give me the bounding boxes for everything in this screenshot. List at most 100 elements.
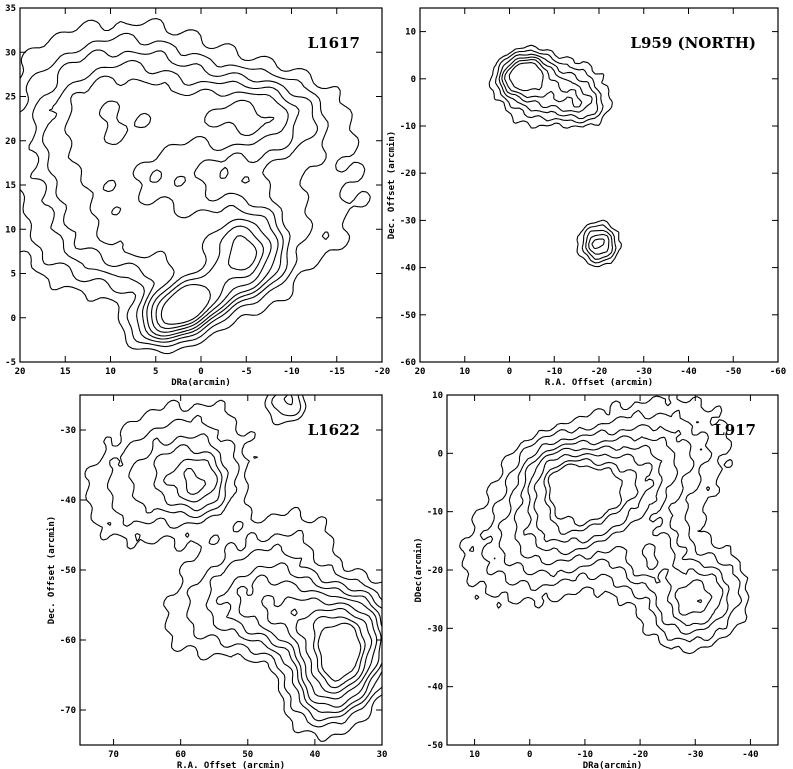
contour-level-6 <box>183 467 378 700</box>
x-tick-label: 20 <box>415 367 426 377</box>
y-tick-label: -50 <box>60 566 76 576</box>
contour-level-1 <box>20 18 371 355</box>
x-axis-label: R.A. Offset (arcmin) <box>545 377 653 388</box>
y-tick-label: 10 <box>405 28 416 38</box>
panel-l959: 20 10 0 -10 -20 -30 -40 -50 -60 -60 -50 -40 -30 -20 -1… <box>386 7 786 388</box>
y-tick-label: -50 <box>427 741 443 751</box>
y-tick-label: -70 <box>60 706 76 716</box>
x-tick-label: -40 <box>680 367 696 377</box>
x-tick-label: -20 <box>591 367 607 377</box>
contour-level-3 <box>498 53 614 260</box>
y-tick-label: -30 <box>427 624 443 634</box>
x-tick-label: 50 <box>242 750 253 760</box>
x-tick-label: -50 <box>725 367 741 377</box>
panel-l1622: 70 60 50 40 30 -70 -60 -50 -40 -30 R.A. Offset (ar… <box>46 394 388 769</box>
contour-group <box>84 395 382 743</box>
contour-level-5 <box>523 444 713 616</box>
y-tick-label: -40 <box>400 264 416 274</box>
y-tick-label: 5 <box>11 270 16 280</box>
x-tick-label: -20 <box>374 367 390 377</box>
panel-l917: 10 0 -10 -20 -30 -40 -50 -40 -30 -20 -10 0 10 DRa(arc… <box>413 391 779 769</box>
contour-level-5 <box>504 58 605 250</box>
y-tick-label: -10 <box>427 508 443 518</box>
x-tick-label: 10 <box>469 750 480 760</box>
contour-group <box>20 18 371 355</box>
contour-level-6 <box>98 99 275 333</box>
y-tick-label: 25 <box>5 93 16 103</box>
y-tick-label: -60 <box>400 358 416 368</box>
contour-level-6 <box>508 62 544 92</box>
x-axis-label: DRa(arcmin) <box>171 377 231 388</box>
x-tick-label: 0 <box>527 750 532 760</box>
y-tick-label: -30 <box>400 216 416 226</box>
contour-level-7 <box>543 457 639 535</box>
contour-level-2 <box>479 409 743 643</box>
panel-title: L917 <box>714 421 756 439</box>
y-axis-label: Dec. Offset (arcmin) <box>46 516 57 624</box>
y-tick-label: -20 <box>400 169 416 179</box>
panel-title: L1622 <box>308 421 360 439</box>
x-tick-label: 0 <box>198 367 203 377</box>
contour-level-1 <box>84 395 382 743</box>
plot-frame <box>446 394 779 746</box>
contour-level-3 <box>28 49 319 343</box>
x-tick-label: 30 <box>377 750 388 760</box>
y-tick-label: -50 <box>400 311 416 321</box>
y-axis-label: Dec. Offset (arcmin) <box>386 131 397 239</box>
contour-level-6 <box>533 453 703 604</box>
contour-level-5 <box>163 458 382 708</box>
y-tick-label: 10 <box>432 391 443 401</box>
x-tick-label: -15 <box>329 367 345 377</box>
contour-level-5 <box>64 75 289 337</box>
x-tick-label: -5 <box>241 367 252 377</box>
x-tick-label: 15 <box>60 367 71 377</box>
contour-group <box>459 395 750 655</box>
y-tick-label: -20 <box>427 566 443 576</box>
contour-level-2 <box>106 395 382 728</box>
contour-level-1 <box>459 395 750 655</box>
contour-level-4 <box>513 435 724 627</box>
y-tick-label: -40 <box>427 683 443 693</box>
y-tick-label: -10 <box>400 122 416 132</box>
x-tick-label: 10 <box>459 367 470 377</box>
y-tick-label: -40 <box>60 496 76 506</box>
x-tick-label: -10 <box>283 367 299 377</box>
x-tick-label: 5 <box>153 367 158 377</box>
x-tick-label: -30 <box>687 750 703 760</box>
y-tick-label: -60 <box>60 636 76 646</box>
y-tick-label: -30 <box>60 426 76 436</box>
x-tick-label: 0 <box>507 367 512 377</box>
x-tick-label: 10 <box>105 367 116 377</box>
x-tick-label: -60 <box>770 367 786 377</box>
x-tick-label: 60 <box>175 750 186 760</box>
x-tick-label: -10 <box>546 367 562 377</box>
x-tick-label: 20 <box>15 367 26 377</box>
y-tick-label: 10 <box>5 225 16 235</box>
contour-level-2 <box>20 32 329 348</box>
x-axis-label: DRa(arcmin) <box>583 760 643 769</box>
y-tick-label: 0 <box>438 449 443 459</box>
contour-level-7 <box>155 225 264 330</box>
plot-frame <box>19 7 383 363</box>
contour-level-7 <box>290 607 373 694</box>
y-axis-label: DDec(arcmin) <box>413 537 424 602</box>
contour-level-4 <box>501 56 610 255</box>
panel-title: L1617 <box>308 34 360 52</box>
contour-level-8 <box>547 463 623 527</box>
plot-frame <box>419 7 779 363</box>
y-tick-label: 0 <box>411 75 416 85</box>
y-tick-label: 35 <box>5 4 16 14</box>
y-tick-label: 30 <box>5 48 16 58</box>
panel-title: L959 (NORTH) <box>630 34 756 52</box>
contour-level-3 <box>497 424 730 635</box>
contour-level-4 <box>42 59 300 340</box>
contour-level-2 <box>494 49 617 264</box>
x-tick-label: -10 <box>577 750 593 760</box>
contour-level-4 <box>153 444 382 714</box>
x-tick-label: 40 <box>309 750 320 760</box>
contour-level-8 <box>312 616 366 689</box>
contour-level-1 <box>488 44 623 268</box>
x-tick-label: -20 <box>632 750 648 760</box>
x-tick-label: -30 <box>636 367 652 377</box>
